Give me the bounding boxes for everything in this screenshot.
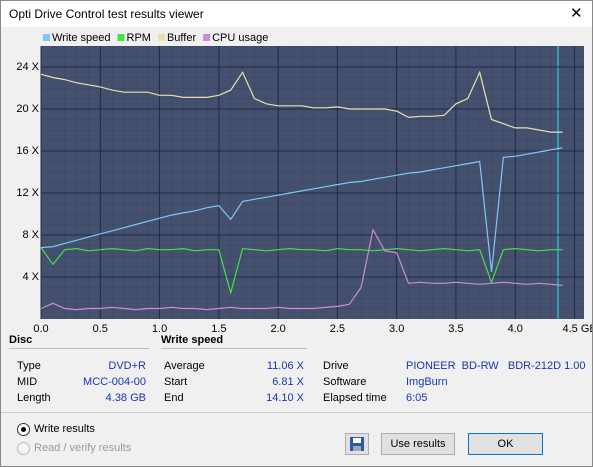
x-tick-label: 4.0 <box>508 323 523 334</box>
y-tick-label: 24 X <box>16 61 39 73</box>
series-line <box>40 147 563 272</box>
info-label: Elapsed time <box>323 392 387 404</box>
info-label: Software <box>323 376 367 388</box>
info-value: 14.10 X <box>266 392 304 404</box>
info-label: Length <box>17 392 51 404</box>
x-tick-label: 1.5 <box>211 323 226 334</box>
info-label: Type <box>17 360 41 372</box>
info-value: 11.06 X <box>266 360 304 372</box>
x-tick-label: 2.0 <box>270 323 285 334</box>
x-tick-label: 1.0 <box>152 323 167 334</box>
legend-label: Write speed <box>52 32 111 44</box>
info-label: Average <box>164 360 205 372</box>
info-label: Drive <box>323 360 349 372</box>
y-tick-label: 20 X <box>16 103 39 115</box>
series-line <box>40 70 563 133</box>
legend-label: RPM <box>127 32 151 44</box>
info-value: 4.38 GB <box>105 392 146 404</box>
legend-label: Buffer <box>167 32 196 44</box>
use-results-button[interactable]: Use results <box>381 433 455 455</box>
info-value: ImgBurn <box>406 376 448 388</box>
info-label: Start <box>164 376 188 388</box>
radio-label: Read / verify results <box>34 442 132 454</box>
info-label: MID <box>17 376 38 388</box>
save-icon <box>350 437 364 451</box>
x-tick-label: 2.5 <box>330 323 345 334</box>
chart: 4 X 8 X 12 X 16 X 20 X 24 X 0.0 0.5 1.0 1.5 2.0 2.5… <box>16 32 592 334</box>
y-tick-label: 8 X <box>22 229 39 241</box>
disc-heading: Disc <box>9 334 149 349</box>
legend-swatch <box>43 34 50 41</box>
x-tick-label: 3.0 <box>389 323 404 334</box>
x-tick-label: 0.0 <box>33 323 48 334</box>
save-button[interactable] <box>345 433 369 455</box>
radio-label[interactable]: Write results <box>34 423 95 435</box>
x-tick-label: 3.5 <box>448 323 463 334</box>
x-tick-label: 0.5 <box>93 323 108 334</box>
legend-label: CPU usage <box>212 32 268 44</box>
y-tick-label: 4 X <box>22 271 39 283</box>
title-bar <box>1 1 592 27</box>
info-value: 6.81 X <box>272 376 304 388</box>
series-line <box>40 228 563 311</box>
x-tick-label: 4.5 GB <box>563 323 592 334</box>
info-label: End <box>164 392 184 404</box>
separator <box>1 412 592 413</box>
info-value: DVD+R <box>108 360 146 372</box>
info-value: 6:05 <box>406 392 428 404</box>
legend-swatch <box>203 34 211 41</box>
write-speed-heading: Write speed <box>161 334 307 349</box>
legend-swatch <box>117 34 125 41</box>
radio-checked[interactable] <box>17 423 30 436</box>
window-title: Opti Drive Control test results viewer <box>9 7 204 21</box>
y-tick-label: 12 X <box>16 187 39 199</box>
ok-button[interactable]: OK <box>468 433 543 455</box>
minor-grid <box>41 46 584 319</box>
close-button[interactable]: ✕ <box>570 5 583 22</box>
y-tick-label: 16 X <box>16 145 39 157</box>
info-value: MCC-004-00 <box>83 376 146 388</box>
info-value: PIONEER BD-RW BDR-212D 1.00 <box>406 360 586 372</box>
series-line <box>40 247 563 296</box>
radio-disabled <box>17 442 30 455</box>
legend-swatch <box>157 34 165 41</box>
